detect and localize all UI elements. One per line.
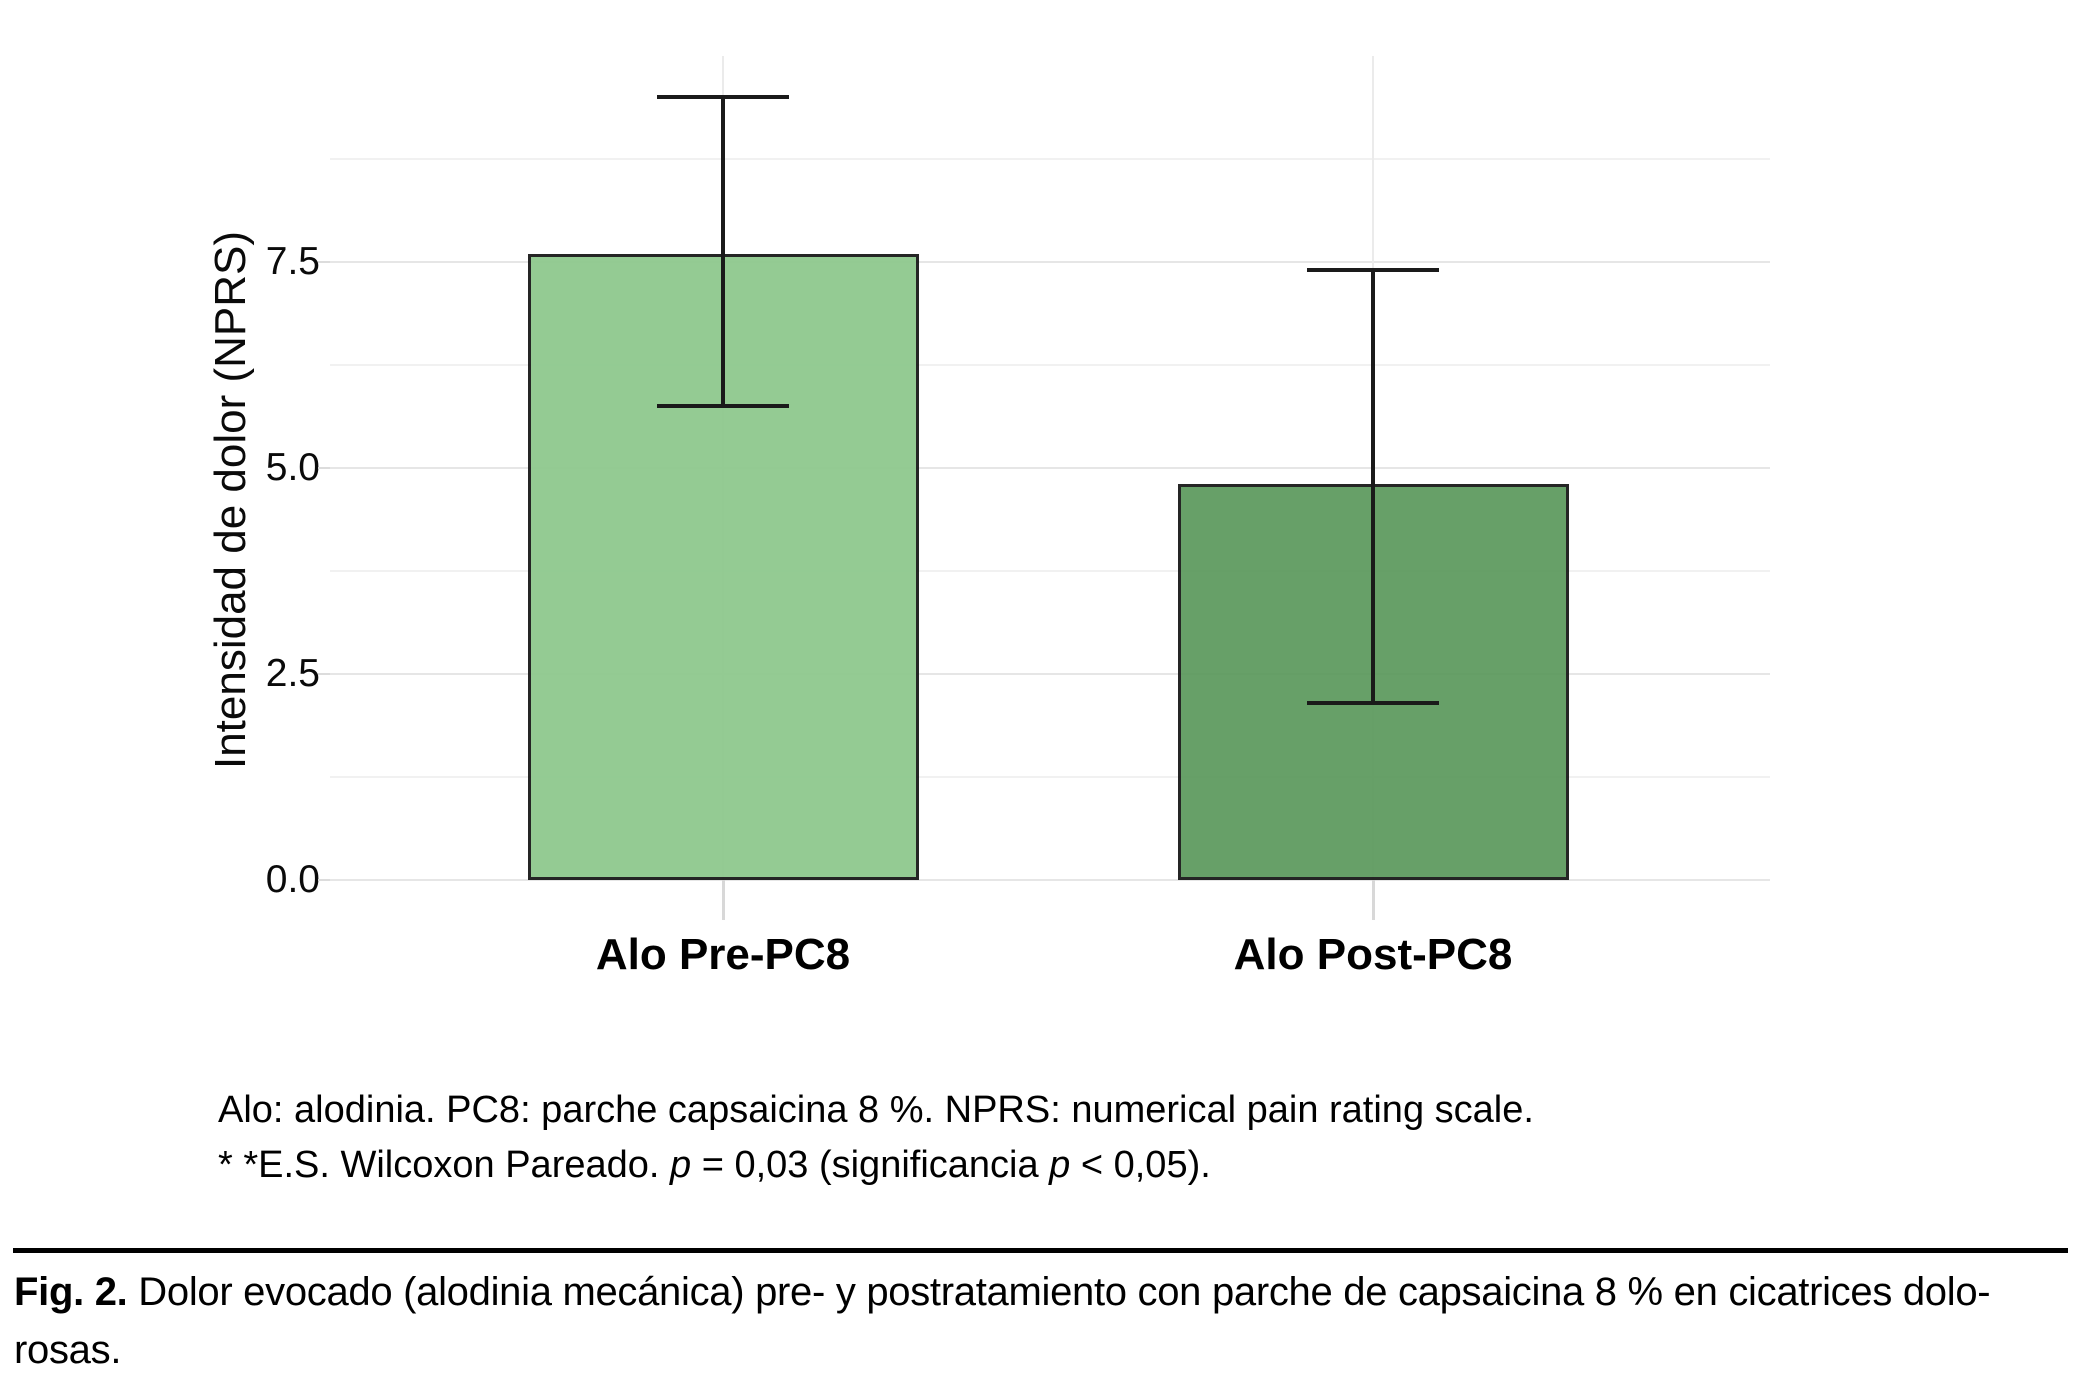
plot-area — [330, 56, 1770, 881]
caption-divider — [13, 1248, 2068, 1253]
footnote-stat-text: = 0,03 (significancia — [691, 1144, 1050, 1186]
error-bar-line — [1371, 270, 1375, 703]
y-tick-mark — [318, 879, 330, 881]
error-bar-cap-bottom — [1307, 700, 1439, 705]
error-bar-cap-top — [657, 95, 789, 100]
y-tick-label: 7.5 — [265, 240, 320, 283]
pain-intensity-bar-chart: Intensidad de dolor (NPRS) 0.0 2.5 5.0 7.5 A… — [206, 56, 1770, 979]
gridline-minor — [330, 158, 1770, 160]
y-tick-mark — [318, 261, 330, 263]
figure-number: Fig. 2. — [14, 1270, 128, 1314]
y-tick-label: 0.0 — [265, 858, 320, 901]
y-tick-label: 2.5 — [265, 652, 320, 695]
gridline-minor — [330, 776, 1770, 778]
caption-line-2: rosas. — [14, 1328, 122, 1372]
gridline-major — [330, 261, 1770, 263]
gridline-major — [330, 673, 1770, 675]
footnote-stat-text: < 0,05). — [1070, 1144, 1211, 1186]
footnote-stat-text: * *E.S. Wilcoxon Pareado. — [218, 1144, 670, 1186]
category-label-alo-post-pc8: Alo Post-PC8 — [1233, 930, 1513, 979]
error-bar-line — [721, 97, 725, 407]
gridline-minor — [330, 570, 1770, 572]
gridline-major — [330, 467, 1770, 469]
gridline-minor — [330, 364, 1770, 366]
category-label-alo-pre-pc8: Alo Pre-PC8 — [595, 930, 851, 979]
error-bar-cap-top — [1307, 268, 1439, 273]
footnote-abbreviations: Alo: alodinia. PC8: parche capsaicina 8 … — [218, 1089, 1534, 1131]
y-tick-label: 5.0 — [265, 446, 320, 489]
footnote-statistics: * *E.S. Wilcoxon Pareado. p = 0,03 (sign… — [218, 1138, 1534, 1193]
x-tick-mark — [1371, 880, 1375, 920]
x-tick-mark — [721, 880, 725, 920]
gridline-major — [330, 879, 1770, 881]
caption-text: Dolor evocado (alodinia mecánica) pre- y… — [127, 1270, 1991, 1314]
caption-line-1: Fig. 2. Dolor evocado (alodinia mecánica… — [14, 1263, 2072, 1321]
footnotes: Alo: alodinia. PC8: parche capsaicina 8 … — [218, 1083, 1534, 1193]
p-value-symbol: p — [670, 1144, 692, 1186]
y-tick-mark — [318, 467, 330, 469]
figure-caption: Fig. 2. Dolor evocado (alodinia mecánica… — [14, 1263, 2072, 1379]
y-tick-mark — [318, 673, 330, 675]
p-value-symbol: p — [1049, 1144, 1071, 1186]
error-bar-cap-bottom — [657, 404, 789, 409]
